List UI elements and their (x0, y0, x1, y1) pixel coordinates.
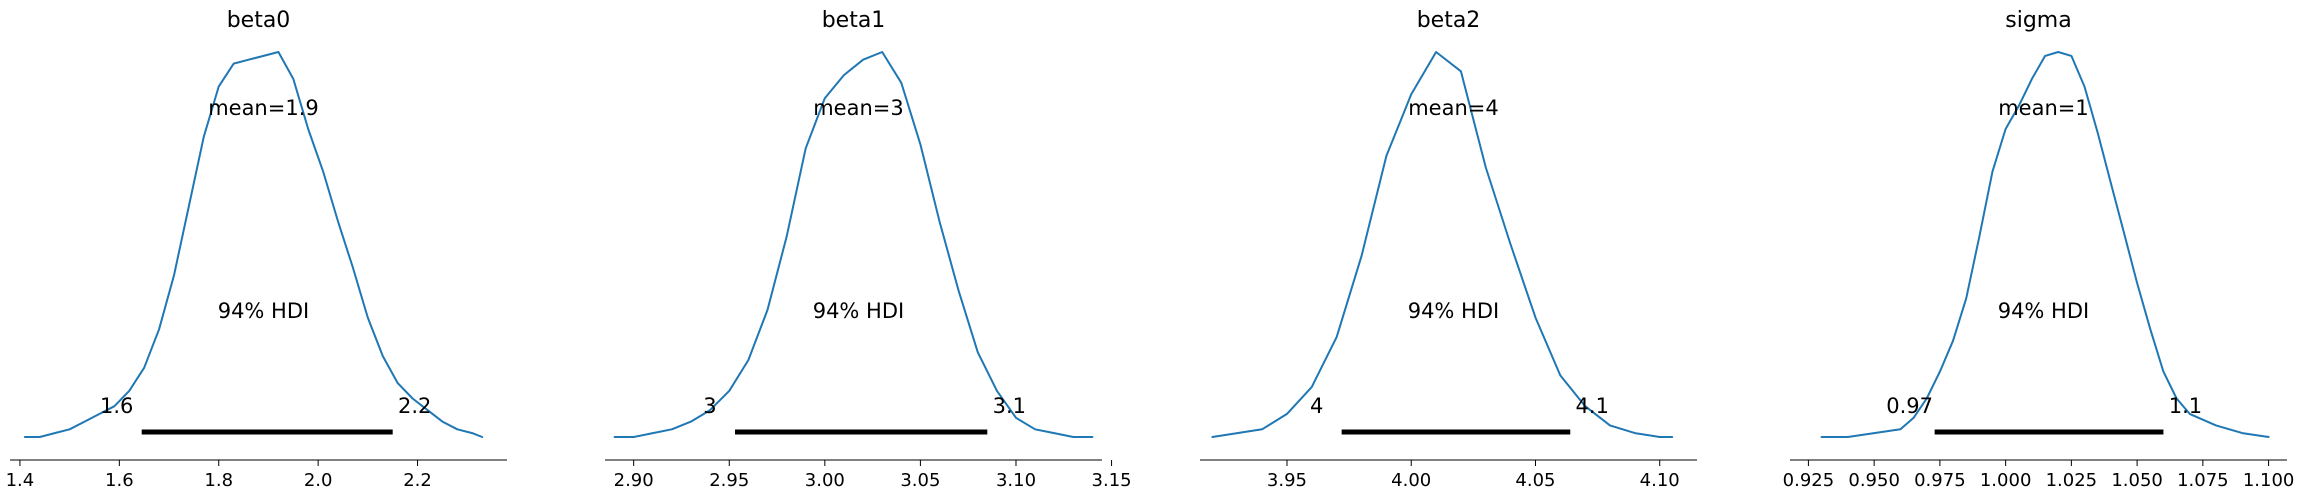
x-tick-label: 4.05 (1515, 470, 1555, 491)
panel-beta0: beta0 1.6 2.2 mean=1.9 94% HDI 1.4 1.6 1.8 2.0 2.… (6, 8, 507, 491)
x-tick-label: 1.000 (1980, 470, 2032, 491)
hdi-lower-label: 3 (703, 394, 716, 418)
density-line (23, 51, 484, 438)
x-tick-label: 1.8 (204, 470, 233, 491)
x-tick-label: 1.4 (6, 470, 35, 491)
panel-sigma: sigma 0.97 1.1 mean=1 94% HDI 0.925 0.950 0.975… (1783, 8, 2295, 491)
x-tick-label: 3.10 (996, 470, 1036, 491)
hdi-upper-label: 1.1 (2169, 394, 2202, 418)
hdi-lower-label: 1.6 (100, 394, 133, 418)
hdi-lower-label: 0.97 (1886, 394, 1933, 418)
x-tick-label: 4.10 (1640, 470, 1680, 491)
hdi-label: 94% HDI (218, 299, 310, 323)
mean-label: mean=1.9 (208, 96, 319, 120)
x-tick-label: 1.025 (2046, 470, 2098, 491)
hdi-label: 94% HDI (1998, 299, 2090, 323)
panel-title: beta2 (1417, 8, 1481, 33)
mean-label: mean=4 (1408, 96, 1499, 120)
x-tick-label: 3.00 (805, 470, 845, 491)
panel-title: beta1 (822, 8, 886, 33)
x-tick-label: 2.0 (304, 470, 333, 491)
x-tick-label: 0.925 (1783, 470, 1835, 491)
panel-title: beta0 (227, 8, 291, 33)
x-tick-label: 4.00 (1391, 470, 1431, 491)
x-tick-label: 2.95 (709, 470, 749, 491)
x-tick-label: 1.075 (2177, 470, 2229, 491)
mean-label: mean=3 (813, 96, 904, 120)
hdi-upper-label: 2.2 (398, 394, 431, 418)
x-tick-label: 1.6 (105, 470, 134, 491)
x-tick-label: 2.90 (614, 470, 654, 491)
x-tick-label: 3.95 (1267, 470, 1307, 491)
density-line (613, 51, 1094, 438)
x-tick-label: 0.975 (1914, 470, 1966, 491)
x-tick-label: 3.05 (900, 470, 940, 491)
hdi-upper-label: 4.1 (1576, 394, 1609, 418)
panel-beta2: beta2 4 4.1 mean=4 94% HDI 3.95 4.00 4.05 4.10 (1200, 8, 1697, 491)
hdi-label: 94% HDI (1408, 299, 1500, 323)
panel-beta1: beta1 3 3.1 mean=3 94% HDI 2.90 2.95 3.00 3.05 3.… (605, 8, 1132, 491)
hdi-lower-label: 4 (1310, 394, 1323, 418)
panel-title: sigma (2005, 8, 2071, 33)
x-tick-label: 0.950 (1848, 470, 1900, 491)
density-line (1211, 51, 1674, 438)
density-line (1820, 51, 2270, 438)
x-tick-label: 2.2 (403, 470, 432, 491)
x-tick-label: 1.100 (2243, 470, 2295, 491)
hdi-upper-label: 3.1 (993, 394, 1026, 418)
x-tick-label: 1.050 (2111, 470, 2163, 491)
x-tick-label: 3.15 (1092, 470, 1132, 491)
mean-label: mean=1 (1998, 96, 2089, 120)
hdi-label: 94% HDI (813, 299, 905, 323)
